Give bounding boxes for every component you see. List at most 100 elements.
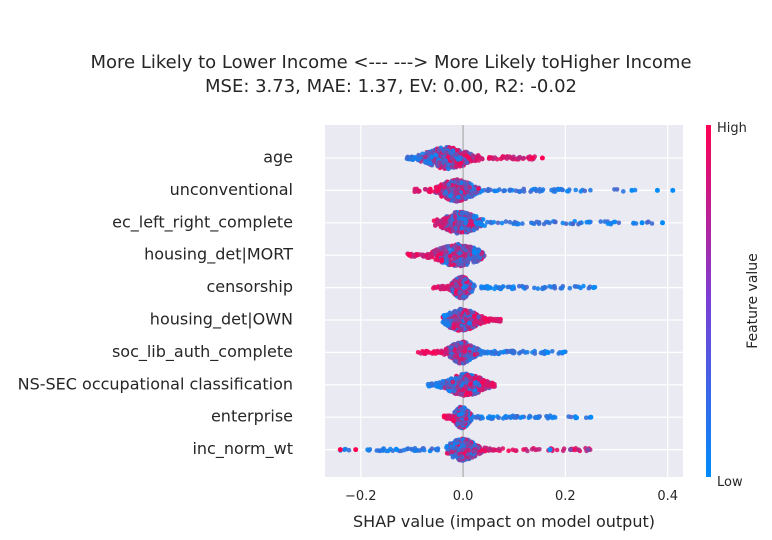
shap-dot bbox=[456, 310, 462, 316]
shap-dot bbox=[447, 253, 453, 259]
shap-dot bbox=[467, 281, 473, 287]
shap-dot bbox=[502, 414, 508, 420]
shap-dot bbox=[374, 448, 380, 453]
shap-dot bbox=[420, 252, 426, 258]
shap-dot bbox=[446, 166, 451, 172]
shap-outlier-dot bbox=[337, 447, 343, 453]
shap-dot bbox=[455, 421, 461, 427]
shap-dot bbox=[453, 376, 459, 381]
shap-dot bbox=[452, 354, 458, 359]
shap-dot bbox=[452, 317, 458, 323]
feature-label: inc_norm_wt bbox=[192, 439, 293, 459]
shap-dot bbox=[453, 359, 459, 364]
shap-dot bbox=[380, 447, 385, 452]
shap-dot bbox=[452, 244, 458, 250]
shap-dot bbox=[463, 276, 468, 282]
shap-dot bbox=[616, 220, 622, 226]
shap-dot bbox=[472, 250, 478, 256]
shap-dot bbox=[605, 221, 611, 226]
shap-dot bbox=[464, 359, 470, 364]
shap-dot bbox=[543, 285, 548, 290]
shap-dot bbox=[464, 160, 470, 165]
shap-dot bbox=[461, 420, 467, 426]
shap-dot bbox=[487, 446, 493, 451]
shap-dot bbox=[502, 155, 507, 160]
shap-dot bbox=[456, 194, 461, 200]
shap-dot bbox=[537, 447, 542, 452]
shap-dot bbox=[465, 324, 470, 330]
shap-dot bbox=[469, 219, 474, 224]
shap-dot bbox=[472, 448, 478, 454]
shap-dot bbox=[463, 416, 469, 421]
shap-dot bbox=[432, 249, 437, 254]
shap-dot bbox=[444, 443, 450, 449]
shap-dot bbox=[450, 148, 456, 153]
shap-dot bbox=[460, 216, 466, 222]
shap-dot bbox=[549, 187, 554, 193]
colorbar-title: Feature value bbox=[745, 253, 761, 349]
feature-label: housing_det|OWN bbox=[150, 310, 293, 330]
shap-dot bbox=[550, 349, 555, 354]
shap-dot bbox=[487, 414, 492, 419]
shap-outlier-dot bbox=[670, 187, 676, 193]
shap-dot bbox=[464, 441, 469, 446]
shap-dot bbox=[454, 152, 459, 157]
shap-dot bbox=[507, 219, 513, 225]
colorbar-high-label: High bbox=[717, 121, 747, 136]
shap-dot bbox=[516, 156, 522, 161]
shap-dot bbox=[479, 251, 484, 257]
shap-dot bbox=[471, 215, 477, 221]
feature-row-dots bbox=[431, 209, 665, 236]
shap-dot bbox=[468, 377, 474, 383]
shap-dot bbox=[556, 186, 562, 192]
shap-dot bbox=[521, 447, 526, 452]
x-tick-label: 0.4 bbox=[657, 489, 678, 504]
shap-dot bbox=[459, 411, 464, 417]
shap-dot bbox=[472, 443, 478, 448]
shap-dot bbox=[460, 246, 466, 252]
shap-dot bbox=[473, 256, 478, 262]
shap-dot bbox=[524, 284, 529, 290]
shap-dot bbox=[450, 163, 455, 168]
shap-dot bbox=[423, 154, 428, 160]
shap-dot bbox=[529, 447, 535, 452]
shap-dot bbox=[461, 294, 466, 299]
shap-dot bbox=[455, 222, 460, 227]
shap-dot bbox=[460, 262, 465, 268]
shap-dot bbox=[560, 448, 566, 454]
shap-dot bbox=[414, 447, 419, 453]
shap-dot bbox=[459, 407, 465, 412]
shap-dot bbox=[480, 386, 485, 391]
shap-dot bbox=[467, 382, 473, 387]
shap-dot bbox=[441, 159, 447, 164]
shap-dot bbox=[447, 354, 453, 360]
shap-dot bbox=[435, 349, 441, 355]
shap-dot bbox=[462, 253, 468, 258]
x-tick-labels: −0.2 0.0 0.2 0.4 bbox=[345, 489, 678, 504]
shap-dot bbox=[451, 262, 456, 267]
shap-dot bbox=[462, 149, 468, 155]
shap-dot bbox=[434, 152, 439, 158]
shap-dot bbox=[455, 323, 460, 329]
shap-dot bbox=[422, 187, 428, 192]
shap-dot bbox=[436, 147, 442, 153]
shap-outlier-dot bbox=[406, 252, 412, 258]
shap-dot bbox=[528, 189, 533, 194]
shap-dot bbox=[447, 388, 453, 394]
shap-dot bbox=[465, 227, 471, 232]
shap-dot bbox=[433, 383, 439, 389]
shap-dot bbox=[576, 447, 582, 453]
shap-dot bbox=[444, 150, 449, 155]
shap-dot bbox=[554, 447, 560, 453]
shap-dot bbox=[513, 188, 519, 193]
shap-dot bbox=[492, 286, 497, 292]
shap-dot bbox=[465, 154, 470, 159]
feature-row-dots bbox=[404, 145, 545, 172]
shap-dot bbox=[465, 189, 470, 195]
shap-dot bbox=[449, 449, 455, 455]
shap-dot bbox=[458, 307, 463, 312]
shap-dot bbox=[450, 287, 455, 293]
shap-dot bbox=[444, 346, 449, 352]
shap-dot bbox=[464, 390, 470, 396]
shap-dot bbox=[477, 255, 483, 261]
